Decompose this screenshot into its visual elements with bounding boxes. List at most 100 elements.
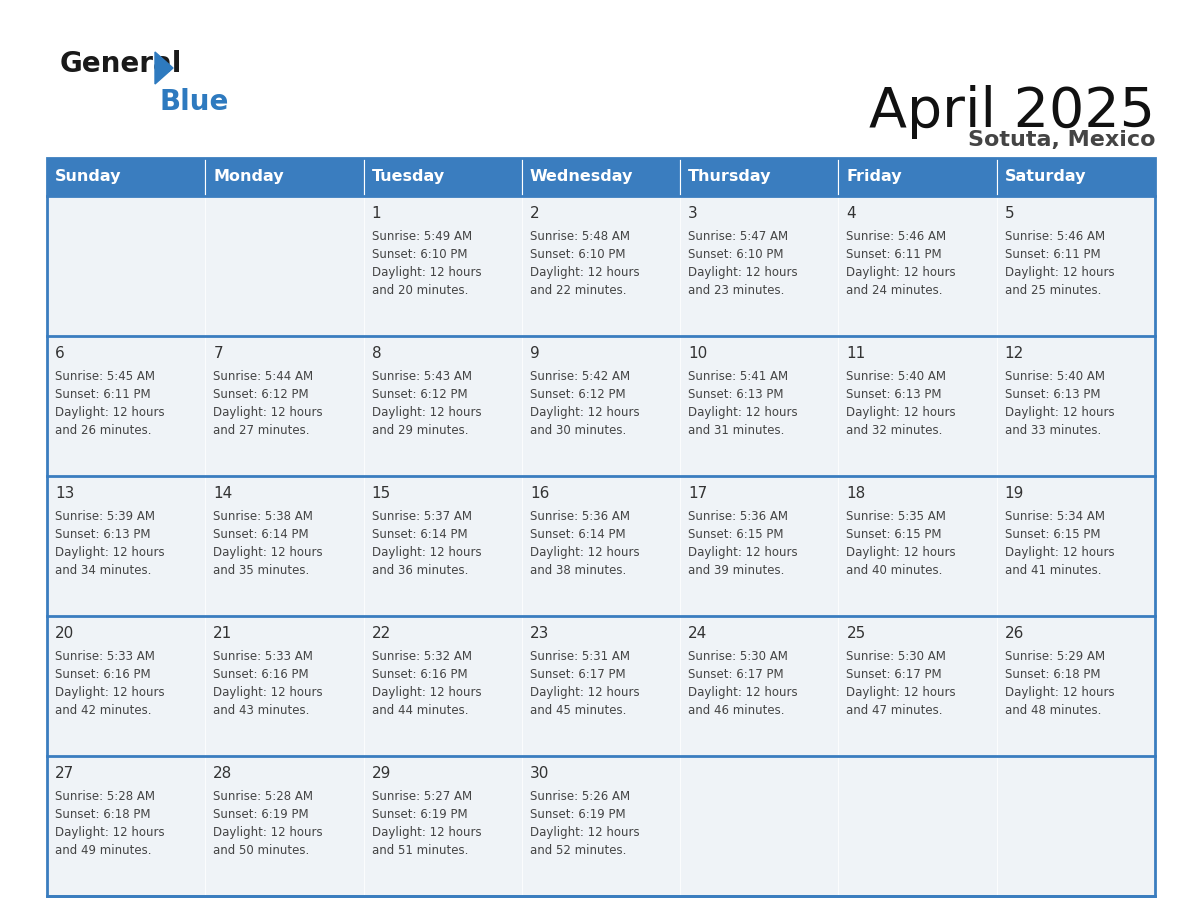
Text: Sunrise: 5:46 AM: Sunrise: 5:46 AM <box>1005 230 1105 243</box>
Text: Sunrise: 5:48 AM: Sunrise: 5:48 AM <box>530 230 630 243</box>
Text: 8: 8 <box>372 346 381 361</box>
Text: Wednesday: Wednesday <box>530 170 633 185</box>
Text: Sunset: 6:16 PM: Sunset: 6:16 PM <box>372 668 467 681</box>
FancyBboxPatch shape <box>48 756 206 896</box>
FancyBboxPatch shape <box>364 476 522 616</box>
Text: Sunset: 6:17 PM: Sunset: 6:17 PM <box>688 668 784 681</box>
FancyBboxPatch shape <box>522 158 681 196</box>
FancyBboxPatch shape <box>997 158 1155 196</box>
Text: 18: 18 <box>846 486 866 501</box>
Text: Sunset: 6:13 PM: Sunset: 6:13 PM <box>846 388 942 401</box>
Text: and 47 minutes.: and 47 minutes. <box>846 704 943 717</box>
Text: 14: 14 <box>214 486 233 501</box>
FancyBboxPatch shape <box>997 336 1155 476</box>
Text: Daylight: 12 hours: Daylight: 12 hours <box>688 266 798 279</box>
Text: 12: 12 <box>1005 346 1024 361</box>
Text: and 38 minutes.: and 38 minutes. <box>530 564 626 577</box>
FancyBboxPatch shape <box>364 196 522 336</box>
Text: Sunrise: 5:31 AM: Sunrise: 5:31 AM <box>530 650 630 663</box>
Text: and 24 minutes.: and 24 minutes. <box>846 284 943 297</box>
Text: Sunset: 6:16 PM: Sunset: 6:16 PM <box>214 668 309 681</box>
Text: 2: 2 <box>530 206 539 221</box>
Text: Sunrise: 5:49 AM: Sunrise: 5:49 AM <box>372 230 472 243</box>
Text: and 46 minutes.: and 46 minutes. <box>688 704 784 717</box>
Text: 13: 13 <box>55 486 75 501</box>
Text: Sunrise: 5:39 AM: Sunrise: 5:39 AM <box>55 510 154 523</box>
Text: Sunrise: 5:40 AM: Sunrise: 5:40 AM <box>846 370 947 383</box>
Text: Thursday: Thursday <box>688 170 772 185</box>
Text: Sunset: 6:13 PM: Sunset: 6:13 PM <box>1005 388 1100 401</box>
Text: and 50 minutes.: and 50 minutes. <box>214 844 310 857</box>
Polygon shape <box>154 52 173 84</box>
Text: Sunset: 6:10 PM: Sunset: 6:10 PM <box>688 248 784 261</box>
Text: Sunrise: 5:46 AM: Sunrise: 5:46 AM <box>846 230 947 243</box>
Text: Sunrise: 5:38 AM: Sunrise: 5:38 AM <box>214 510 314 523</box>
Text: Sunset: 6:15 PM: Sunset: 6:15 PM <box>688 528 784 541</box>
FancyBboxPatch shape <box>997 196 1155 336</box>
Text: and 23 minutes.: and 23 minutes. <box>688 284 784 297</box>
Text: Sunrise: 5:45 AM: Sunrise: 5:45 AM <box>55 370 154 383</box>
FancyBboxPatch shape <box>522 616 681 756</box>
Text: and 43 minutes.: and 43 minutes. <box>214 704 310 717</box>
Text: Daylight: 12 hours: Daylight: 12 hours <box>530 546 639 559</box>
FancyBboxPatch shape <box>997 616 1155 756</box>
Text: Daylight: 12 hours: Daylight: 12 hours <box>1005 406 1114 419</box>
Text: Sunset: 6:12 PM: Sunset: 6:12 PM <box>214 388 309 401</box>
FancyBboxPatch shape <box>997 756 1155 896</box>
Text: Sunset: 6:15 PM: Sunset: 6:15 PM <box>846 528 942 541</box>
Text: Sunset: 6:18 PM: Sunset: 6:18 PM <box>1005 668 1100 681</box>
FancyBboxPatch shape <box>48 616 206 756</box>
Text: Sunset: 6:14 PM: Sunset: 6:14 PM <box>214 528 309 541</box>
FancyBboxPatch shape <box>681 196 839 336</box>
Text: Sunrise: 5:28 AM: Sunrise: 5:28 AM <box>214 790 314 803</box>
Text: Saturday: Saturday <box>1005 170 1086 185</box>
Text: and 39 minutes.: and 39 minutes. <box>688 564 784 577</box>
FancyBboxPatch shape <box>839 336 997 476</box>
FancyBboxPatch shape <box>681 336 839 476</box>
Text: Sunset: 6:10 PM: Sunset: 6:10 PM <box>530 248 625 261</box>
FancyBboxPatch shape <box>839 196 997 336</box>
Text: Sunset: 6:13 PM: Sunset: 6:13 PM <box>55 528 151 541</box>
Text: 20: 20 <box>55 626 74 641</box>
Text: 10: 10 <box>688 346 707 361</box>
Text: Daylight: 12 hours: Daylight: 12 hours <box>55 406 165 419</box>
Text: Sunrise: 5:29 AM: Sunrise: 5:29 AM <box>1005 650 1105 663</box>
Text: Sunrise: 5:41 AM: Sunrise: 5:41 AM <box>688 370 789 383</box>
Text: 25: 25 <box>846 626 866 641</box>
Text: Daylight: 12 hours: Daylight: 12 hours <box>214 826 323 839</box>
Text: Sunset: 6:17 PM: Sunset: 6:17 PM <box>530 668 626 681</box>
Text: Sunrise: 5:37 AM: Sunrise: 5:37 AM <box>372 510 472 523</box>
Text: Daylight: 12 hours: Daylight: 12 hours <box>688 406 798 419</box>
Text: 23: 23 <box>530 626 549 641</box>
Text: April 2025: April 2025 <box>868 85 1155 139</box>
Text: Daylight: 12 hours: Daylight: 12 hours <box>372 266 481 279</box>
FancyBboxPatch shape <box>681 158 839 196</box>
FancyBboxPatch shape <box>364 336 522 476</box>
FancyBboxPatch shape <box>206 476 364 616</box>
Text: Sunday: Sunday <box>55 170 121 185</box>
Text: and 27 minutes.: and 27 minutes. <box>214 424 310 437</box>
FancyBboxPatch shape <box>839 756 997 896</box>
Text: and 22 minutes.: and 22 minutes. <box>530 284 626 297</box>
Text: Sunrise: 5:44 AM: Sunrise: 5:44 AM <box>214 370 314 383</box>
Text: 17: 17 <box>688 486 707 501</box>
Text: Sunrise: 5:28 AM: Sunrise: 5:28 AM <box>55 790 154 803</box>
FancyBboxPatch shape <box>206 756 364 896</box>
Text: 24: 24 <box>688 626 707 641</box>
Text: and 32 minutes.: and 32 minutes. <box>846 424 943 437</box>
Text: Daylight: 12 hours: Daylight: 12 hours <box>688 686 798 699</box>
Text: and 51 minutes.: and 51 minutes. <box>372 844 468 857</box>
Text: and 36 minutes.: and 36 minutes. <box>372 564 468 577</box>
Text: 30: 30 <box>530 766 549 781</box>
Text: Daylight: 12 hours: Daylight: 12 hours <box>1005 686 1114 699</box>
Text: Sunset: 6:19 PM: Sunset: 6:19 PM <box>214 808 309 821</box>
Text: Daylight: 12 hours: Daylight: 12 hours <box>846 266 956 279</box>
Text: Daylight: 12 hours: Daylight: 12 hours <box>372 546 481 559</box>
Text: and 20 minutes.: and 20 minutes. <box>372 284 468 297</box>
Text: 22: 22 <box>372 626 391 641</box>
Text: Monday: Monday <box>214 170 284 185</box>
Text: 6: 6 <box>55 346 65 361</box>
Text: 26: 26 <box>1005 626 1024 641</box>
FancyBboxPatch shape <box>522 756 681 896</box>
Text: Sunset: 6:17 PM: Sunset: 6:17 PM <box>846 668 942 681</box>
